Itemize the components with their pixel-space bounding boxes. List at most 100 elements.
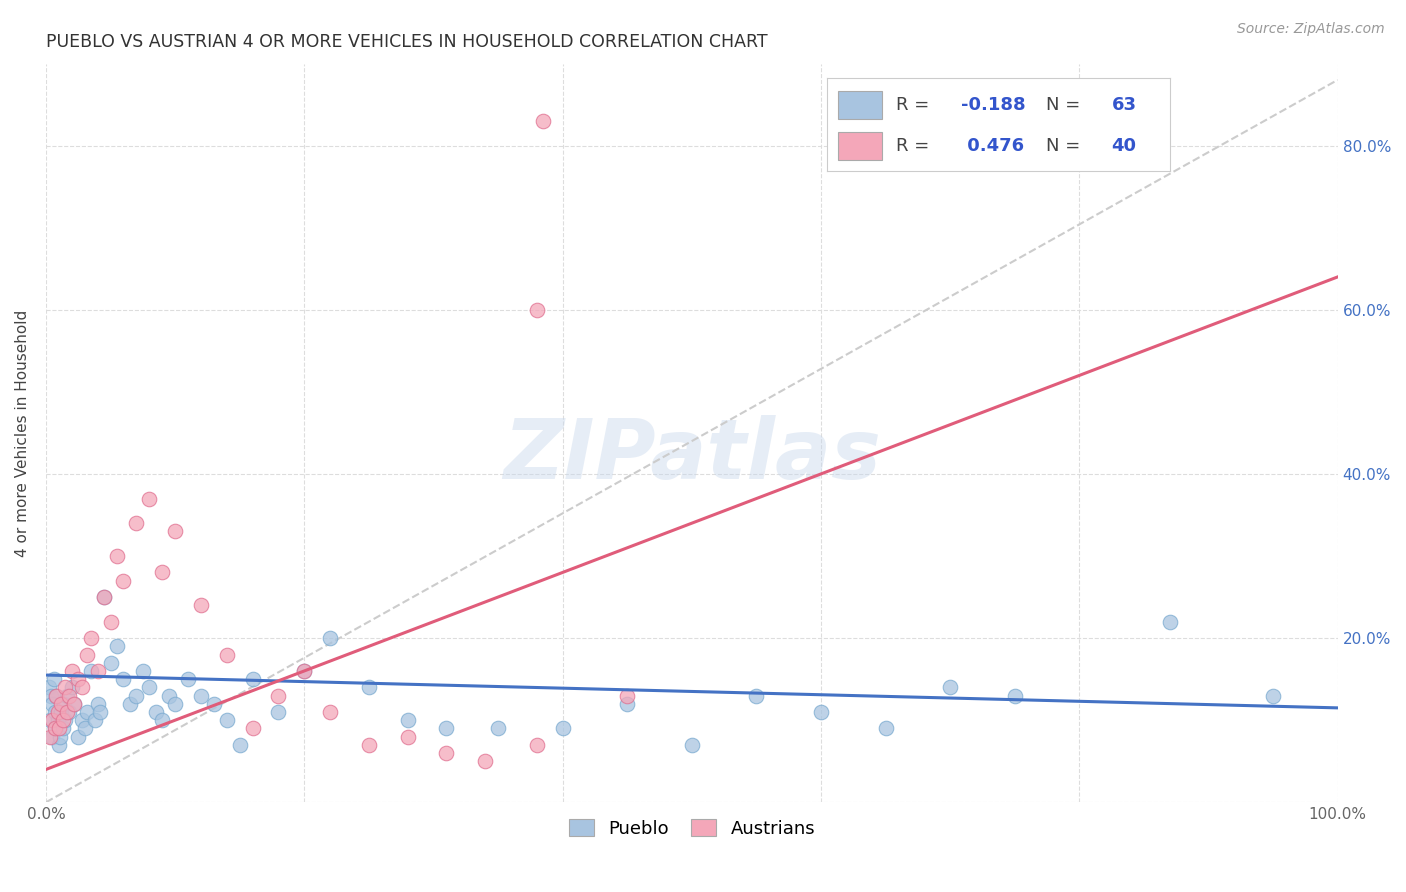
Point — [112, 574, 135, 588]
Point — [105, 640, 128, 654]
Point — [486, 722, 509, 736]
Point — [60, 664, 83, 678]
Y-axis label: 4 or more Vehicles in Household: 4 or more Vehicles in Household — [15, 310, 30, 557]
Point — [396, 730, 419, 744]
Point — [150, 713, 173, 727]
Point — [53, 713, 76, 727]
Point — [1004, 689, 1026, 703]
Point — [44, 722, 66, 736]
Point — [38, 681, 60, 695]
Point — [52, 713, 75, 727]
Point — [100, 656, 122, 670]
Point — [138, 681, 160, 695]
Point — [150, 566, 173, 580]
Point — [125, 689, 148, 703]
Point — [531, 114, 554, 128]
Point — [616, 689, 638, 703]
Point — [53, 697, 76, 711]
Point — [745, 689, 768, 703]
Point — [157, 689, 180, 703]
Point — [46, 705, 69, 719]
Point — [215, 648, 238, 662]
Point — [202, 697, 225, 711]
Point — [93, 590, 115, 604]
Point — [48, 722, 70, 736]
Point — [48, 738, 70, 752]
Point — [39, 689, 62, 703]
Point — [58, 689, 80, 703]
Point — [44, 722, 66, 736]
Point — [86, 697, 108, 711]
Point — [46, 713, 69, 727]
Point — [1261, 689, 1284, 703]
Point — [939, 681, 962, 695]
Point — [45, 689, 67, 703]
Point — [38, 730, 60, 744]
Point — [396, 713, 419, 727]
Point — [190, 599, 212, 613]
Point — [319, 705, 342, 719]
Point — [551, 722, 574, 736]
Point — [63, 697, 86, 711]
Point — [70, 713, 93, 727]
Point — [93, 590, 115, 604]
Point — [86, 664, 108, 678]
Point — [41, 697, 63, 711]
Point — [526, 302, 548, 317]
Point — [177, 672, 200, 686]
Point — [242, 672, 264, 686]
Point — [84, 713, 107, 727]
Point — [58, 705, 80, 719]
Point — [190, 689, 212, 703]
Point — [100, 615, 122, 629]
Point — [42, 672, 65, 686]
Point — [55, 689, 77, 703]
Point — [76, 705, 98, 719]
Point — [138, 491, 160, 506]
Point — [60, 681, 83, 695]
Point — [145, 705, 167, 719]
Point — [357, 738, 380, 752]
Legend: Pueblo, Austrians: Pueblo, Austrians — [561, 812, 823, 845]
Point — [267, 689, 290, 703]
Point — [132, 664, 155, 678]
Point — [526, 738, 548, 752]
Point — [89, 705, 111, 719]
Point — [267, 705, 290, 719]
Point — [51, 697, 73, 711]
Text: ZIPatlas: ZIPatlas — [503, 415, 880, 496]
Point — [125, 516, 148, 531]
Point — [242, 722, 264, 736]
Point — [76, 648, 98, 662]
Text: PUEBLO VS AUSTRIAN 4 OR MORE VEHICLES IN HOUSEHOLD CORRELATION CHART: PUEBLO VS AUSTRIAN 4 OR MORE VEHICLES IN… — [46, 33, 768, 51]
Point — [1159, 615, 1181, 629]
Point — [55, 705, 77, 719]
Point — [319, 631, 342, 645]
Point — [49, 730, 72, 744]
Point — [105, 549, 128, 563]
Point — [63, 697, 86, 711]
Point — [80, 631, 103, 645]
Point — [474, 754, 496, 768]
Point — [810, 705, 832, 719]
Point — [52, 722, 75, 736]
Point — [67, 730, 90, 744]
Point — [112, 672, 135, 686]
Point — [434, 746, 457, 760]
Point — [38, 713, 60, 727]
Point — [292, 664, 315, 678]
Point — [70, 681, 93, 695]
Point — [875, 722, 897, 736]
Point — [44, 705, 66, 719]
Point — [41, 713, 63, 727]
Point — [73, 722, 96, 736]
Point — [67, 672, 90, 686]
Point — [53, 681, 76, 695]
Point — [616, 697, 638, 711]
Point — [292, 664, 315, 678]
Point — [80, 664, 103, 678]
Point — [45, 689, 67, 703]
Point — [165, 697, 187, 711]
Point — [41, 730, 63, 744]
Point — [118, 697, 141, 711]
